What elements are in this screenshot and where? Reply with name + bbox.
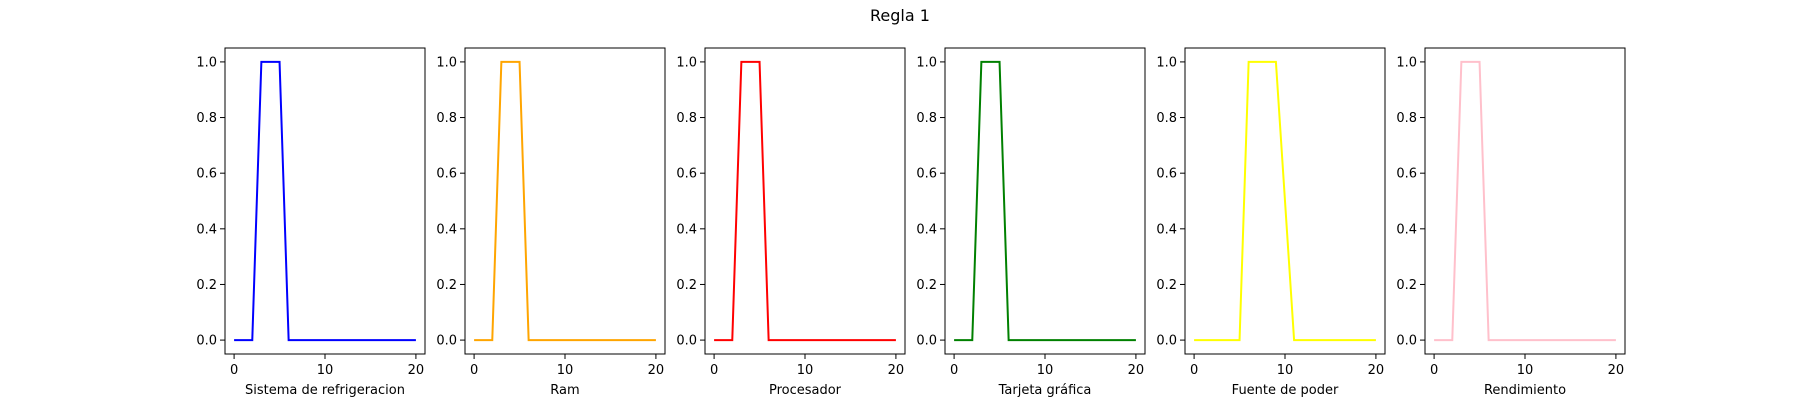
series-line: [1194, 60, 1376, 342]
x-tick-label: 0: [470, 363, 478, 378]
axes-frame: [944, 47, 1146, 355]
y-tick-label: 1.0: [916, 55, 937, 70]
y-tick-label: 0.0: [1396, 334, 1417, 349]
y-tick-label: 1.0: [676, 55, 697, 70]
y-tick-label: 0.4: [916, 222, 937, 237]
series-line: [474, 60, 656, 342]
x-tick-label: 10: [797, 363, 814, 378]
y-tick-label: 0.4: [196, 222, 217, 237]
x-axis-label: Rendimiento: [1484, 383, 1566, 398]
y-tick-label: 0.8: [436, 111, 457, 126]
subplot-6: 0.0 0.2 0.4 0.6 0.8 1.0 0 10 20 Rendimiento: [1396, 47, 1626, 398]
y-tick-label: 0.6: [1156, 167, 1177, 182]
x-tick-label: 0: [230, 363, 238, 378]
x-tick-label: 20: [1128, 363, 1145, 378]
x-axis-label: Tarjeta gráfica: [998, 383, 1092, 398]
y-tick-label: 0.8: [676, 111, 697, 126]
y-tick-label: 0.8: [1156, 111, 1177, 126]
x-tick-label: 0: [710, 363, 718, 378]
y-tick-label: 0.0: [916, 334, 937, 349]
axes-frame: [704, 47, 906, 355]
y-tick-label: 1.0: [436, 55, 457, 70]
x-tick-label: 10: [317, 363, 334, 378]
y-tick-label: 0.8: [1396, 111, 1417, 126]
x-tick-label: 10: [1037, 363, 1054, 378]
figure-title: Regla 1: [870, 6, 930, 25]
x-tick-label: 0: [1190, 363, 1198, 378]
y-tick-label: 0.4: [1396, 222, 1417, 237]
x-tick-label: 20: [408, 363, 425, 378]
y-tick-label: 0.6: [916, 167, 937, 182]
y-tick-label: 0.6: [196, 167, 217, 182]
x-axis-label: Sistema de refrigeracion: [245, 383, 405, 398]
y-tick-label: 1.0: [1396, 55, 1417, 70]
y-tick-label: 0.2: [196, 278, 217, 293]
y-tick-label: 0.6: [676, 167, 697, 182]
y-tick-label: 0.0: [676, 334, 697, 349]
x-tick-label: 10: [1517, 363, 1534, 378]
series-line: [954, 60, 1136, 342]
series-line: [234, 60, 416, 342]
subplot-2: 0.0 0.2 0.4 0.6 0.8 1.0 0 10 20 Ram: [436, 47, 666, 398]
y-tick-label: 0.2: [1396, 278, 1417, 293]
x-tick-label: 20: [1608, 363, 1625, 378]
y-tick-label: 0.6: [1396, 167, 1417, 182]
x-axis-label: Ram: [550, 383, 579, 398]
y-tick-label: 0.2: [916, 278, 937, 293]
y-tick-label: 0.2: [676, 278, 697, 293]
y-tick-label: 0.6: [436, 167, 457, 182]
y-tick-label: 0.2: [436, 278, 457, 293]
y-tick-label: 0.4: [1156, 222, 1177, 237]
x-axis-label: Procesador: [769, 383, 842, 398]
y-tick-label: 0.2: [1156, 278, 1177, 293]
y-tick-label: 0.4: [676, 222, 697, 237]
x-tick-label: 0: [950, 363, 958, 378]
y-tick-label: 0.0: [196, 334, 217, 349]
axes-frame: [224, 47, 426, 355]
x-tick-label: 20: [648, 363, 665, 378]
axes-frame: [464, 47, 666, 355]
y-tick-label: 0.8: [196, 111, 217, 126]
subplot-3: 0.0 0.2 0.4 0.6 0.8 1.0 0 10 20 Procesador: [676, 47, 906, 398]
y-tick-label: 0.4: [436, 222, 457, 237]
y-tick-label: 0.8: [916, 111, 937, 126]
subplot-4: 0.0 0.2 0.4 0.6 0.8 1.0 0 10 20 Tarjeta gráfica: [916, 47, 1146, 398]
y-tick-label: 0.0: [1156, 334, 1177, 349]
y-tick-label: 0.0: [436, 334, 457, 349]
x-axis-label: Fuente de poder: [1232, 383, 1339, 398]
x-tick-label: 10: [557, 363, 574, 378]
series-line: [714, 60, 896, 342]
y-tick-label: 1.0: [196, 55, 217, 70]
x-tick-label: 10: [1277, 363, 1294, 378]
x-tick-label: 0: [1430, 363, 1438, 378]
series-line: [1434, 60, 1616, 342]
y-tick-label: 1.0: [1156, 55, 1177, 70]
axes-frame: [1424, 47, 1626, 355]
x-tick-label: 20: [1368, 363, 1385, 378]
x-tick-label: 20: [888, 363, 905, 378]
subplot-5: 0.0 0.2 0.4 0.6 0.8 1.0 0 10 20 Fuente de poder: [1156, 47, 1386, 398]
